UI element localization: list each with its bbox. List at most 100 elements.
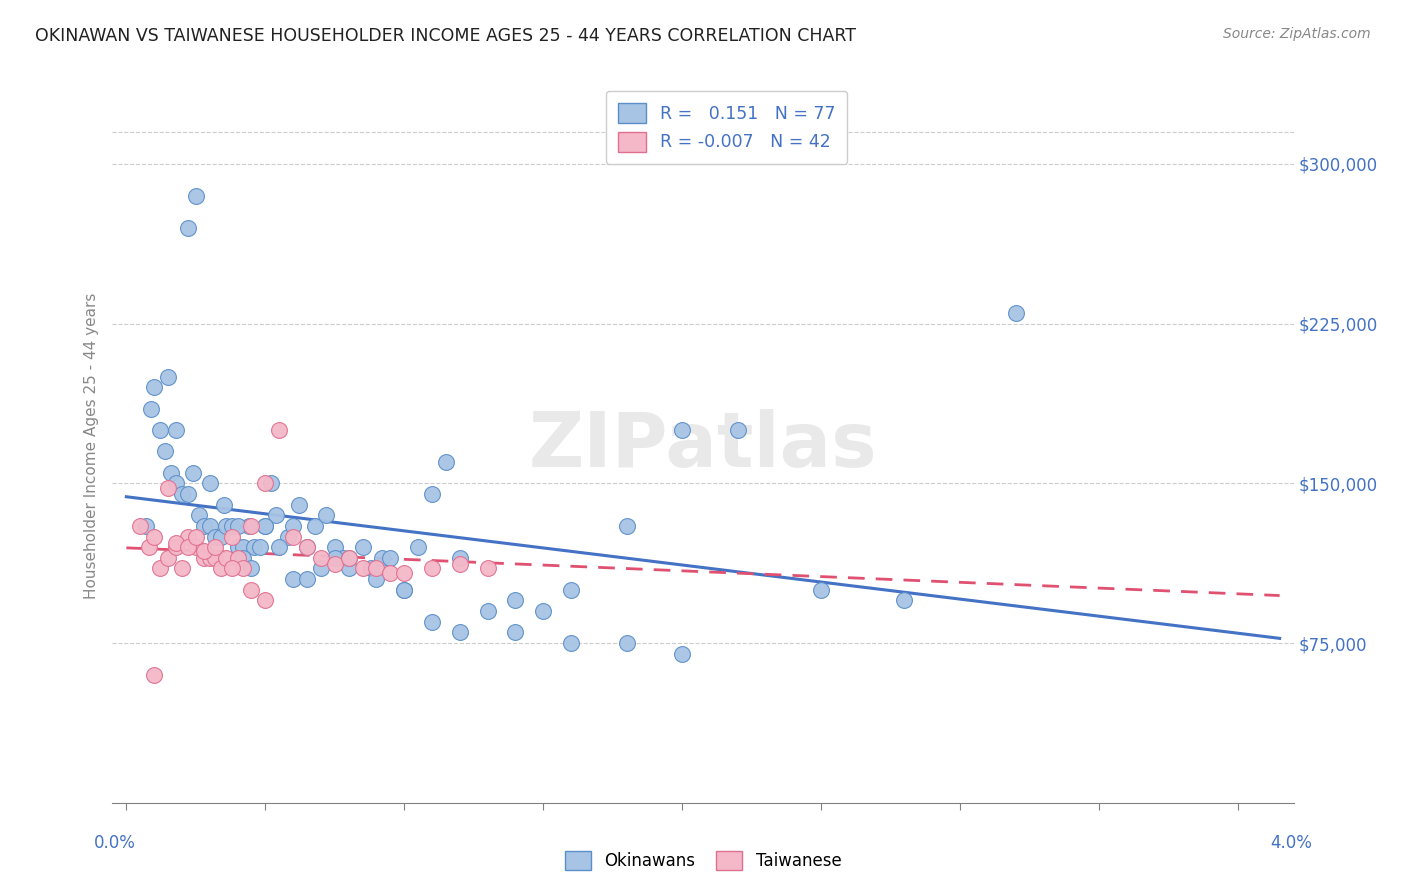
Point <box>193 519 215 533</box>
Point <box>184 540 207 554</box>
Point <box>295 540 318 554</box>
Point <box>366 572 388 586</box>
Text: ZIPatlas: ZIPatlas <box>529 409 877 483</box>
Point <box>810 582 832 597</box>
Point <box>281 572 304 586</box>
Point <box>165 536 187 550</box>
Point <box>240 582 263 597</box>
Point <box>149 561 172 575</box>
Point <box>187 508 209 523</box>
Point <box>155 444 177 458</box>
Point <box>505 625 527 640</box>
Point <box>366 561 388 575</box>
Point <box>616 636 638 650</box>
Point <box>135 519 157 533</box>
Point <box>226 540 249 554</box>
Point <box>287 498 309 512</box>
Point <box>449 550 471 565</box>
Point <box>232 550 254 565</box>
Point <box>226 550 249 565</box>
Legend: Okinawans, Taiwanese: Okinawans, Taiwanese <box>558 844 848 877</box>
Point <box>560 582 582 597</box>
Point <box>129 519 152 533</box>
Point <box>254 593 277 607</box>
Y-axis label: Householder Income Ages 25 - 44 years: Householder Income Ages 25 - 44 years <box>83 293 98 599</box>
Point <box>198 476 221 491</box>
Point <box>149 423 172 437</box>
Point <box>138 540 160 554</box>
Point <box>204 540 226 554</box>
Point <box>671 647 693 661</box>
Point <box>420 487 443 501</box>
Point <box>309 550 332 565</box>
Point <box>160 466 183 480</box>
Point <box>143 668 166 682</box>
Point <box>323 558 346 572</box>
Point <box>323 540 346 554</box>
Point <box>209 529 232 543</box>
Point <box>170 561 193 575</box>
Point <box>221 561 243 575</box>
Point <box>165 423 187 437</box>
Point <box>157 481 180 495</box>
Point <box>449 625 471 640</box>
Point <box>309 561 332 575</box>
Point <box>269 540 291 554</box>
Point <box>281 529 304 543</box>
Point <box>394 582 416 597</box>
Point <box>238 519 260 533</box>
Point <box>277 529 299 543</box>
Point <box>449 558 471 572</box>
Point <box>352 540 374 554</box>
Point <box>176 487 198 501</box>
Point <box>254 476 277 491</box>
Point <box>226 519 249 533</box>
Point <box>477 561 499 575</box>
Point <box>295 572 318 586</box>
Point <box>295 540 318 554</box>
Point <box>165 476 187 491</box>
Point <box>616 519 638 533</box>
Point <box>232 561 254 575</box>
Point <box>671 423 693 437</box>
Point <box>143 380 166 394</box>
Point <box>212 498 235 512</box>
Point <box>184 529 207 543</box>
Point <box>893 593 915 607</box>
Text: 4.0%: 4.0% <box>1270 834 1312 852</box>
Point <box>380 566 402 580</box>
Point <box>193 544 215 558</box>
Text: Source: ZipAtlas.com: Source: ZipAtlas.com <box>1223 27 1371 41</box>
Point <box>204 550 226 565</box>
Point <box>352 561 374 575</box>
Point <box>254 519 277 533</box>
Point <box>240 561 263 575</box>
Point <box>232 540 254 554</box>
Point <box>560 636 582 650</box>
Point <box>176 220 198 235</box>
Text: 0.0%: 0.0% <box>94 834 136 852</box>
Point <box>215 519 238 533</box>
Point <box>198 550 221 565</box>
Point <box>360 561 382 575</box>
Point <box>181 466 204 480</box>
Point <box>141 401 163 416</box>
Point <box>249 540 271 554</box>
Point <box>176 540 198 554</box>
Point <box>337 550 360 565</box>
Point <box>143 529 166 543</box>
Point <box>221 519 243 533</box>
Point <box>269 423 291 437</box>
Point <box>304 519 326 533</box>
Point <box>170 487 193 501</box>
Point <box>337 550 360 565</box>
Point <box>209 561 232 575</box>
Point <box>193 550 215 565</box>
Point <box>727 423 749 437</box>
Point <box>198 519 221 533</box>
Point <box>260 476 283 491</box>
Point <box>281 519 304 533</box>
Point <box>394 582 416 597</box>
Point <box>315 508 337 523</box>
Point <box>434 455 457 469</box>
